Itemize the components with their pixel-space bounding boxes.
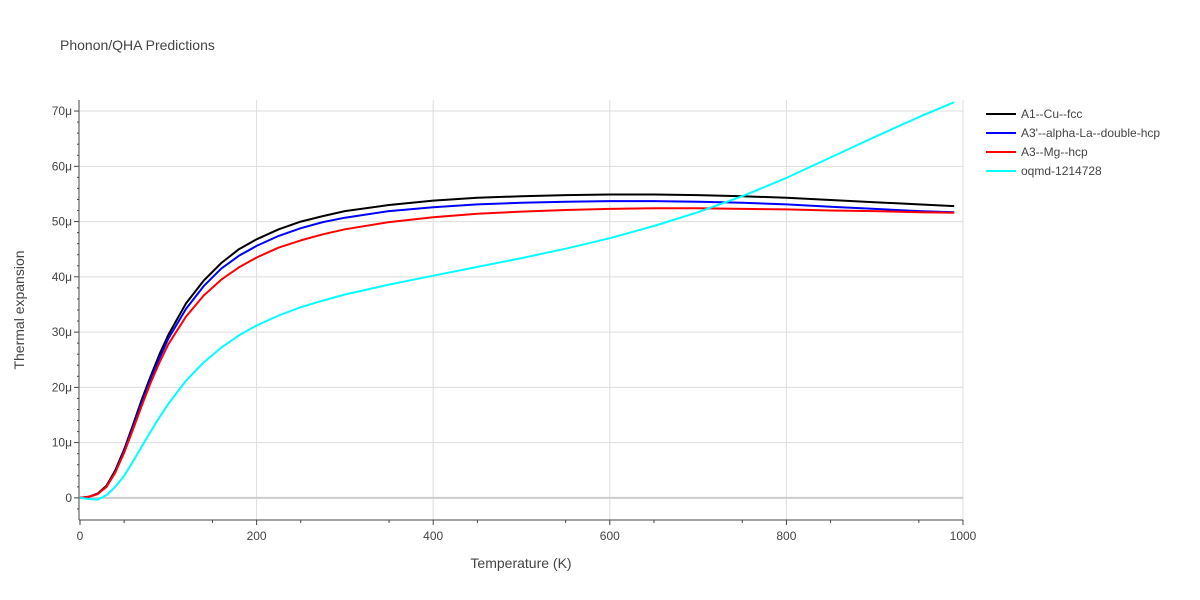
y-tick-label: 40μ: [52, 270, 72, 284]
x-tick-label: 0: [77, 529, 84, 543]
legend-label: A3--Mg--hcp: [1021, 145, 1088, 159]
y-tick-label: 10μ: [52, 436, 72, 450]
legend-label: oqmd-1214728: [1021, 164, 1102, 178]
y-axis: 0 10μ 20μ 30μ 40μ 50μ 60μ 70μ: [52, 100, 80, 520]
series-line: [79, 200, 955, 499]
legend[interactable]: A1--Cu--fcc A3'--alpha-La--double-hcp A3--…: [986, 107, 1160, 178]
chart-title: Phonon/QHA Predictions: [60, 37, 215, 53]
x-tick-label: 800: [776, 529, 796, 543]
y-tick-label: 60μ: [52, 159, 72, 173]
legend-item[interactable]: A3--Mg--hcp: [986, 145, 1088, 159]
x-axis: 0 200 400 600 800 1000: [77, 519, 977, 543]
series-line: [79, 101, 955, 501]
y-tick-label: 20μ: [52, 380, 72, 394]
x-tick-label: 200: [247, 529, 267, 543]
grid: [80, 100, 964, 520]
y-tick-label: 70μ: [52, 104, 72, 118]
y-axis-title: Thermal expansion: [11, 250, 27, 369]
y-tick-label: 50μ: [52, 215, 72, 229]
series-line: [79, 207, 955, 499]
y-tick-label: 30μ: [52, 325, 72, 339]
series-lines: [79, 101, 955, 501]
legend-item[interactable]: A1--Cu--fcc: [986, 107, 1082, 121]
x-tick-label: 600: [600, 529, 620, 543]
series-line: [79, 193, 955, 499]
x-tick-label: 400: [423, 529, 443, 543]
x-axis-title: Temperature (K): [470, 555, 571, 571]
legend-label: A1--Cu--fcc: [1021, 107, 1082, 121]
x-tick-label: 1000: [950, 529, 977, 543]
legend-label: A3'--alpha-La--double-hcp: [1021, 126, 1160, 140]
legend-item[interactable]: oqmd-1214728: [986, 164, 1102, 178]
y-tick-label: 0: [65, 491, 72, 505]
legend-item[interactable]: A3'--alpha-La--double-hcp: [986, 126, 1160, 140]
